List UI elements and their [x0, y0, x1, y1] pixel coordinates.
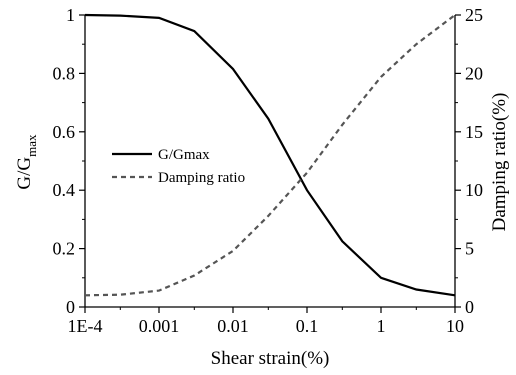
- left-y-tick-label: 0.6: [53, 122, 76, 142]
- legend-label-damping: Damping ratio: [158, 170, 245, 186]
- left-y-tick-label: 0: [66, 297, 75, 317]
- left-y-axis-title-sub: max: [24, 134, 39, 157]
- x-tick-label: 1: [377, 316, 386, 336]
- right-y-tick-label: 15: [465, 122, 483, 142]
- right-y-tick-label: 0: [465, 297, 474, 317]
- left-y-axis-title: G/Gmax: [14, 134, 39, 190]
- legend-label-ggmax: G/Gmax: [158, 147, 210, 163]
- right-y-tick-label: 25: [465, 5, 483, 25]
- tick-labels-group: 1E-4 0.001 0.01 0.1 1 1000.20.40.60.810510152…: [53, 5, 484, 336]
- right-y-axis-title: Damping ratio(%): [489, 93, 510, 232]
- left-y-tick-label: 1: [66, 5, 75, 25]
- x-tick-label: 0.01: [217, 316, 249, 336]
- x-tick-label: 0.001: [139, 316, 180, 336]
- legend: G/Gmax Damping ratio: [112, 147, 245, 186]
- x-axis-title: Shear strain(%): [211, 348, 330, 369]
- right-y-tick-label: 10: [465, 180, 483, 200]
- x-tick-label: 0.1: [296, 316, 319, 336]
- ticks-group: [79, 14, 461, 313]
- ggmax-line: [84, 13, 456, 297]
- damping-ratio-line: [84, 14, 456, 297]
- right-y-tick-label: 20: [465, 63, 483, 83]
- x-tick-label: 1E-4: [68, 316, 103, 336]
- left-y-tick-label: 0.4: [53, 180, 76, 200]
- x-tick-label: 10: [446, 316, 464, 336]
- left-y-axis-title-main: G/G: [14, 157, 35, 190]
- series-group: [84, 13, 456, 297]
- left-y-tick-label: 0.2: [53, 239, 76, 259]
- right-y-tick-label: 5: [465, 239, 474, 259]
- left-y-tick-label: 0.8: [53, 63, 76, 83]
